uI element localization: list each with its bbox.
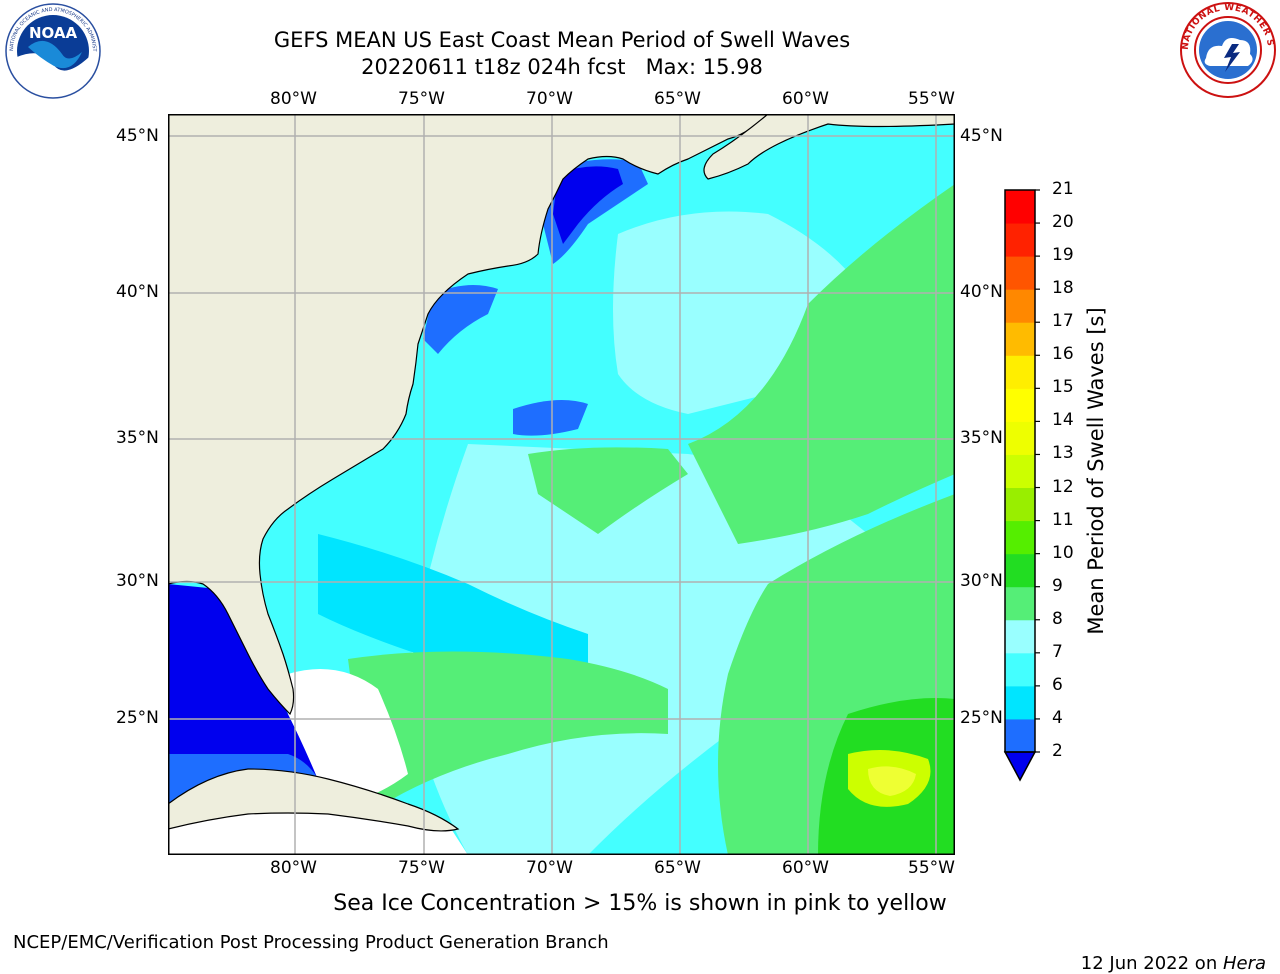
colorbar-segment	[1005, 487, 1035, 522]
colorbar-tick-label: 8	[1052, 608, 1063, 629]
field-blue-offshore	[513, 400, 588, 436]
colorbar-segment	[1005, 421, 1035, 455]
field-green-middle	[528, 447, 688, 534]
lat-label-right-30n: 30°N	[960, 571, 1003, 591]
colorbar-segment	[1005, 619, 1035, 654]
lat-label-right-35n: 35°N	[960, 428, 1003, 448]
colorbar-tick-label: 17	[1052, 311, 1074, 332]
chart-title: GEFS MEAN US East Coast Mean Period of S…	[273, 28, 851, 52]
colorbar-tick-label: 16	[1052, 344, 1074, 365]
lon-label-bottom-75w: 75°W	[398, 858, 445, 878]
lon-label-top-80w: 80°W	[270, 89, 317, 109]
colorbar-segment	[1005, 289, 1035, 323]
lat-label-right-45n: 45°N	[960, 126, 1003, 146]
colorbar-tick-label: 21	[1052, 179, 1074, 199]
colorbar-tick-label: 11	[1052, 509, 1074, 530]
noaa-logo: NOAA NATIONAL OCEANIC AND ATMOSPHERIC AD…	[0, 0, 104, 100]
date-text: 12 Jun 2022 on	[1080, 953, 1223, 974]
colorbar-tick-label: 13	[1052, 443, 1074, 464]
field-aqua-pale-central	[408, 444, 868, 855]
map-panel	[167, 113, 956, 855]
colorbar-segment	[1005, 553, 1035, 588]
colorbar-segment	[1005, 223, 1035, 257]
colorbar-tick-label: 14	[1052, 410, 1074, 431]
colorbar-segment	[1005, 388, 1035, 422]
noaa-logo-text: NOAA	[29, 24, 78, 42]
field-yellow-hotspot	[868, 766, 916, 796]
machine-name: Hera	[1222, 953, 1266, 974]
map-frame	[168, 114, 955, 855]
lat-label-left-30n: 30°N	[116, 571, 159, 591]
colorbar-tick-labels: 2 4 6 7 8 9 10 11 12 13 14 15 16 17 18 19 20 21	[1052, 178, 1112, 768]
land-nova-scotia	[703, 113, 956, 180]
colorbar-tick-label: 10	[1052, 542, 1074, 563]
colorbar-segment	[1005, 256, 1035, 290]
lon-label-top-70w: 70°W	[526, 89, 573, 109]
lat-label-left-25n: 25°N	[116, 708, 159, 728]
colorbar-segment	[1005, 520, 1035, 555]
lon-label-top-60w: 60°W	[782, 89, 829, 109]
lon-label-bottom-65w: 65°W	[654, 858, 701, 878]
colorbar-tick-label: 2	[1052, 741, 1063, 761]
colorbar-under-triangle	[1003, 751, 1037, 782]
field-cyan-south	[318, 534, 588, 674]
colorbar-segment	[1005, 586, 1035, 621]
lon-label-bottom-80w: 80°W	[270, 858, 317, 878]
lon-label-top-75w: 75°W	[398, 89, 445, 109]
colorbar-tick-label: 6	[1052, 674, 1063, 695]
field-green-south	[348, 651, 668, 814]
lat-label-left-40n: 40°N	[116, 282, 159, 302]
colorbar-tick-label: 9	[1052, 575, 1063, 596]
field-green-east	[688, 184, 955, 544]
colorbar-title-text: Mean Period of Swell Waves [s]	[1084, 307, 1108, 635]
colorbar-segment	[1005, 190, 1035, 224]
colorbar-tick-label: 12	[1052, 476, 1074, 497]
sea-ice-note: Sea Ice Concentration > 15% is shown in …	[333, 891, 947, 916]
colorbar-segment	[1005, 454, 1035, 489]
colorbar-segment	[1005, 652, 1035, 687]
colorbar-segment	[1005, 355, 1035, 389]
lon-label-top-65w: 65°W	[654, 89, 701, 109]
colorbar-tick-label: 20	[1052, 212, 1074, 233]
credit-text: NCEP/EMC/Verification Post Processing Pr…	[13, 932, 609, 953]
lon-label-bottom-70w: 70°W	[526, 858, 573, 878]
colorbar-segment	[1005, 685, 1035, 720]
colorbar-segment	[1005, 718, 1035, 753]
colorbar-tick-label: 18	[1052, 278, 1074, 299]
nodata-bahamas	[288, 669, 408, 804]
lat-label-right-40n: 40°N	[960, 282, 1003, 302]
field-deepblue-gulf-maine	[553, 166, 623, 244]
colorbar-segment	[1005, 322, 1035, 356]
lat-label-left-35n: 35°N	[116, 428, 159, 448]
nws-logo: NATIONAL WEATHER SERVICE	[1174, 0, 1278, 100]
colorbar-tick-label: 19	[1052, 245, 1074, 266]
land-north-america	[167, 113, 770, 716]
lon-label-top-55w: 55°W	[908, 89, 955, 109]
lat-label-left-45n: 45°N	[116, 126, 159, 146]
date-stamp: 12 Jun 2022 on Hera	[1069, 932, 1266, 974]
field-blue-midatlantic	[423, 285, 498, 354]
colorbar-tick-label: 7	[1052, 641, 1063, 662]
land-cuba	[167, 768, 460, 832]
colorbar	[1000, 186, 1040, 784]
colorbar-tick-label: 4	[1052, 707, 1063, 728]
colorbar-outline	[1004, 189, 1036, 753]
colorbar-svg	[1003, 189, 1040, 782]
map-svg	[167, 113, 956, 855]
lat-label-right-25n: 25°N	[960, 708, 1003, 728]
gridlines	[168, 114, 955, 855]
lon-label-bottom-60w: 60°W	[782, 858, 829, 878]
colorbar-tick-label: 15	[1052, 377, 1074, 398]
chart-subtitle: 20220611 t18z 024h fcst Max: 15.98	[361, 55, 763, 79]
lon-label-bottom-55w: 55°W	[908, 858, 955, 878]
